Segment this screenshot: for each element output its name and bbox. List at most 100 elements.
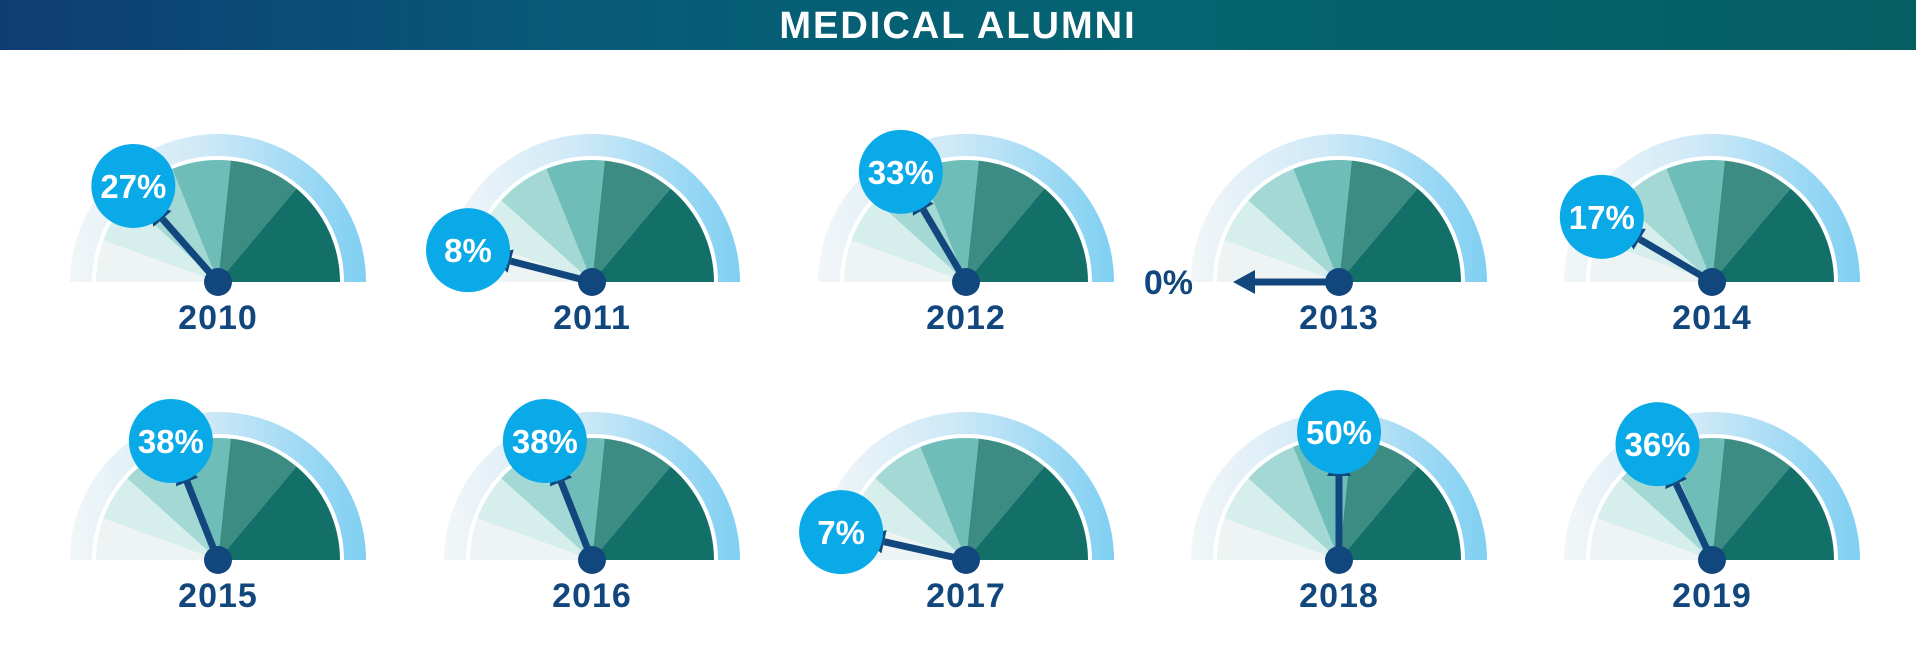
gauge-segment [1293, 160, 1352, 282]
gauge-segment [966, 438, 1045, 560]
gauge-segment [851, 478, 966, 560]
gauge-segment [920, 438, 979, 560]
value-badge [128, 398, 213, 483]
gauge-segment [1217, 240, 1339, 282]
gauge-segment [592, 438, 671, 560]
gauge-segment [103, 478, 218, 560]
needle-shaft [1637, 236, 1714, 286]
gauge-segment [1217, 518, 1339, 560]
gauge-segment [218, 160, 297, 282]
value-label: 27% [100, 168, 166, 205]
value-label: 17% [1569, 199, 1635, 236]
value-label: 0% [1144, 264, 1193, 302]
year-label: 2017 [926, 577, 1006, 615]
needle-shaft [509, 257, 593, 286]
value-label: 38% [138, 423, 204, 460]
gauge-2016: 38% 2016 [444, 398, 740, 615]
value-label: 8% [444, 232, 492, 269]
gauge-segment [1712, 160, 1791, 282]
gauge-2017: 7% 2017 [799, 412, 1114, 615]
gauge-segment [218, 188, 340, 282]
year-label: 2015 [178, 577, 258, 615]
needle-hub [1698, 546, 1726, 574]
gauge-2012: 33% 2012 [818, 129, 1114, 337]
gauge-segment [1712, 188, 1834, 282]
gauge-rim [1191, 412, 1487, 560]
value-badge [1615, 402, 1700, 487]
gauge-segment [851, 200, 966, 282]
gauge-rim [444, 134, 740, 282]
gauge-2015: 38% 2015 [70, 398, 366, 615]
gauge-segment [966, 466, 1088, 560]
gauge-segment [966, 160, 1045, 282]
gauge-segment [1339, 466, 1461, 560]
needle-hub [204, 546, 232, 574]
gauge-segment [1597, 478, 1712, 560]
needle-hub [578, 546, 606, 574]
value-label: 7% [817, 514, 865, 551]
year-label: 2014 [1672, 299, 1752, 337]
value-label: 36% [1624, 426, 1690, 463]
value-badge [426, 208, 511, 293]
needle-shaft [883, 538, 967, 564]
year-label: 2018 [1299, 577, 1379, 615]
gauge-segment [966, 188, 1088, 282]
gauge-segment [1224, 200, 1339, 282]
year-label: 2019 [1672, 577, 1752, 615]
gauge-segment [477, 478, 592, 560]
needle-hub [952, 268, 980, 296]
gauge-2014: 17% 2014 [1559, 134, 1860, 337]
gauge-segment [1339, 188, 1461, 282]
gauge-rim [1191, 134, 1487, 282]
gauge-segment [1248, 168, 1339, 282]
gauge-segment [172, 160, 231, 282]
needle-hub [578, 268, 606, 296]
title-banner: MEDICAL ALUMNI [0, 0, 1916, 50]
gauge-segment [875, 446, 966, 560]
value-badge [1297, 390, 1381, 474]
gauge-segment [501, 168, 592, 282]
gauge-2019: 36% 2019 [1564, 402, 1860, 615]
year-label: 2016 [552, 577, 632, 615]
gauge-2018: 50% 2018 [1191, 390, 1487, 615]
gauge-segment [1666, 160, 1725, 282]
gauge-segment [218, 466, 340, 560]
needle-hub [1325, 546, 1353, 574]
needle-hub [952, 546, 980, 574]
gauge-segment [1224, 478, 1339, 560]
gauge-segment [844, 240, 966, 282]
gauge-2011: 8% 2011 [426, 134, 740, 337]
gauge-rim [818, 412, 1114, 560]
gauge-segment [470, 518, 592, 560]
gauge-segment [1621, 168, 1712, 282]
value-label: 33% [868, 154, 934, 191]
gauge-2010: 27% 2010 [70, 134, 366, 337]
value-badge [91, 143, 176, 228]
gauge-segment [592, 466, 714, 560]
gauge-segment [1248, 446, 1339, 560]
gauge-segment [1590, 518, 1712, 560]
gauge-segment [477, 200, 592, 282]
needle-hub [1698, 268, 1726, 296]
gauge-segment [96, 240, 218, 282]
value-badge [502, 398, 587, 483]
value-badge [1559, 174, 1644, 259]
gauge-segment [592, 160, 671, 282]
value-label: 50% [1306, 414, 1372, 451]
value-badge [799, 490, 884, 575]
chart-title: MEDICAL ALUMNI [779, 5, 1137, 47]
gauge-segment [592, 188, 714, 282]
gauge-rim [1564, 134, 1860, 282]
year-label: 2013 [1299, 299, 1379, 337]
gauge-segment [218, 438, 297, 560]
gauge-segment [96, 518, 218, 560]
needle-hub [204, 268, 232, 296]
value-label: 38% [512, 423, 578, 460]
needle-hub [1325, 268, 1353, 296]
gauge-segment [1712, 438, 1791, 560]
year-label: 2012 [926, 299, 1006, 337]
gauge-segment [546, 159, 605, 282]
gauge-segment [1339, 160, 1418, 282]
year-label: 2010 [178, 299, 258, 337]
